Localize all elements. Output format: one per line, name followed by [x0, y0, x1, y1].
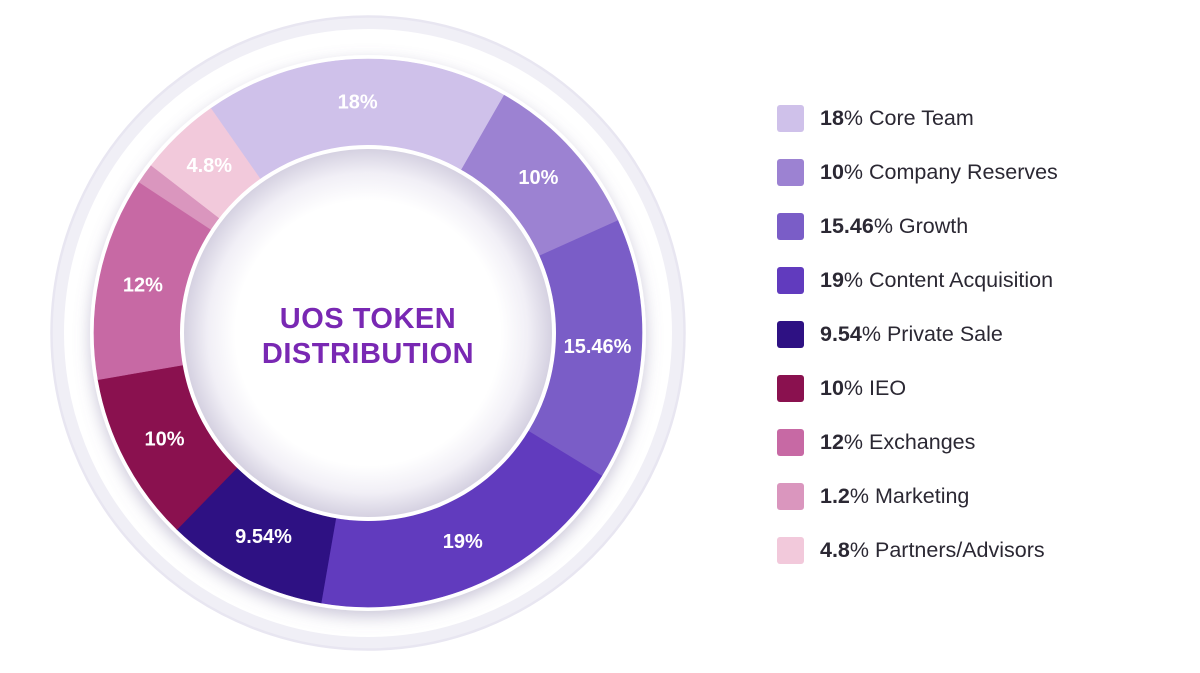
legend-label-company-reserves: 10% Company Reserves	[820, 159, 1058, 184]
donut-hole-inner-shadow	[184, 149, 552, 517]
slice-label-company-reserves: 10%	[518, 167, 558, 189]
legend-swatch-ieo	[777, 374, 804, 402]
legend-swatch-marketing	[777, 482, 804, 510]
legend-label-partners-advisors: 4.8% Partners/Advisors	[820, 537, 1045, 562]
legend: 18% Core Team 10% Company Reserves 15.46% …	[777, 91, 1058, 577]
legend-item-exchanges: 12% Exchanges	[777, 415, 1058, 469]
legend-swatch-private-sale	[777, 320, 804, 348]
slice-labels: 18% 10% 15.46% 19% 9.54% 10% 12% 4.8%	[123, 91, 632, 552]
halo-ring-soft	[52, 17, 684, 649]
legend-item-ieo: 10% IEO	[777, 361, 1058, 415]
legend-label-content-acquisition: 19% Content Acquisition	[820, 267, 1054, 292]
slice-label-ieo: 10%	[144, 429, 184, 451]
legend-item-partners-advisors: 4.8% Partners/Advisors	[777, 523, 1058, 577]
legend-swatch-company-reserves	[777, 158, 804, 186]
legend-item-private-sale: 9.54% Private Sale	[777, 307, 1058, 361]
legend-item-core-team: 18% Core Team	[777, 91, 1058, 145]
donut-chart: 18% 10% 15.46% 19% 9.54% 10% 12% 4.8%	[50, 15, 686, 651]
slice-label-private-sale: 9.54%	[235, 526, 292, 548]
halo-ring-edge	[50, 15, 686, 651]
slice-label-core-team: 18%	[338, 91, 378, 113]
legend-label-marketing: 1.2% Marketing	[820, 483, 970, 508]
legend-label-core-team: 18% Core Team	[820, 105, 974, 130]
legend-swatch-exchanges	[777, 428, 804, 456]
legend-swatch-partners-advisors	[777, 536, 804, 564]
legend-item-content-acquisition: 19% Content Acquisition	[777, 253, 1058, 307]
chart-title-line1: UOS TOKEN	[279, 303, 457, 335]
legend-swatch-growth	[777, 212, 804, 240]
legend-item-growth: 15.46% Growth	[777, 199, 1058, 253]
legend-label-growth: 15.46% Growth	[820, 213, 969, 238]
legend-label-private-sale: 9.54% Private Sale	[820, 321, 1003, 346]
slice-label-exchanges: 12%	[123, 274, 163, 296]
donut-slices	[93, 58, 643, 608]
legend-swatch-content-acquisition	[777, 266, 804, 294]
slice-label-content-acquisition: 19%	[443, 531, 483, 553]
chart-title-line2: DISTRIBUTION	[261, 338, 475, 370]
slice-label-partners-advisors: 4.8%	[187, 155, 233, 177]
chart-center-title: UOS TOKEN DISTRIBUTION	[208, 302, 528, 372]
slice-label-growth: 15.46%	[564, 336, 632, 358]
legend-item-company-reserves: 10% Company Reserves	[777, 145, 1058, 199]
legend-label-ieo: 10% IEO	[820, 375, 907, 400]
legend-swatch-core-team	[777, 104, 804, 132]
legend-label-exchanges: 12% Exchanges	[820, 429, 976, 454]
legend-item-marketing: 1.2% Marketing	[777, 469, 1058, 523]
